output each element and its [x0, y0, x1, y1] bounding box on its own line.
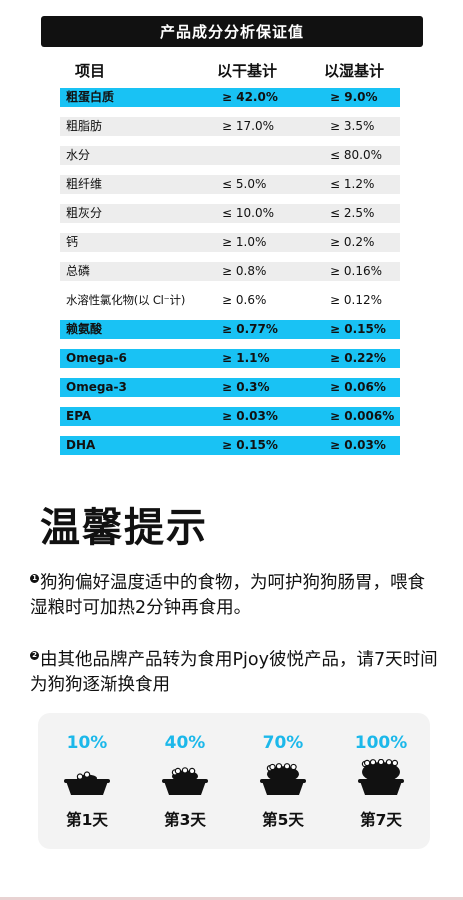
step-percent: 40% [164, 733, 206, 753]
row-dry-value: ≥ 42.0% [222, 90, 278, 104]
row-wet-value: ≥ 0.03% [330, 438, 386, 452]
row-dry-value: ≥ 0.15% [222, 438, 278, 452]
step-percent: 100% [354, 733, 408, 753]
column-header-item: 项目 [75, 62, 106, 80]
row-wet-value: ≥ 9.0% [330, 90, 378, 104]
step-day: 第5天 [262, 811, 304, 829]
table-row: 粗灰分 ≤ 10.0% ≤ 2.5% [60, 204, 400, 223]
row-item-name: 粗脂肪 [66, 119, 103, 133]
step-percent: 10% [66, 733, 108, 753]
row-wet-value: ≥ 3.5% [330, 119, 375, 133]
tip-number-badge: 1 [30, 574, 39, 583]
step-day: 第7天 [360, 811, 402, 829]
row-wet-value: ≥ 0.006% [330, 409, 395, 423]
row-item-name: 钙 [66, 235, 79, 249]
row-dry-value: ≥ 0.6% [222, 293, 267, 307]
tip-number-badge: 2 [30, 651, 39, 660]
row-wet-value: ≥ 0.16% [330, 264, 382, 278]
row-item-name: Omega-3 [66, 380, 127, 394]
row-dry-value: ≥ 1.1% [222, 351, 270, 365]
dog-bowl-icon [358, 759, 404, 795]
row-item-name: 粗蛋白质 [66, 90, 115, 104]
row-dry-value: ≤ 10.0% [222, 206, 274, 220]
table-row: 赖氨酸 ≥ 0.77% ≥ 0.15% [60, 320, 400, 339]
transition-step: 10% 第1天 [38, 713, 136, 849]
row-wet-value: ≥ 0.12% [330, 293, 382, 307]
table-row: 水分 ≤ 80.0% [60, 146, 400, 165]
section-header: 产品成分分析保证值 [41, 16, 423, 47]
row-wet-value: ≥ 0.2% [330, 235, 375, 249]
transition-step: 70% 第5天 [234, 713, 332, 849]
tip-text: 狗狗偏好温度适中的食物，为呵护狗狗肠胃，喂食湿粮时可加热2分钟再食用。 [30, 573, 425, 618]
transition-step: 100% 第7天 [332, 713, 430, 849]
table-row: 粗脂肪 ≥ 17.0% ≥ 3.5% [60, 117, 400, 136]
row-dry-value: ≥ 0.3% [222, 380, 270, 394]
dog-bowl-icon [162, 767, 208, 795]
table-row: Omega-3 ≥ 0.3% ≥ 0.06% [60, 378, 400, 397]
row-item-name: EPA [66, 409, 92, 423]
column-header-dry: 以干基计 [217, 62, 278, 80]
row-item-name: Omega-6 [66, 351, 127, 365]
tips-title: 温馨提示 [40, 505, 208, 551]
row-dry-value: ≤ 5.0% [222, 177, 267, 191]
row-item-name: 粗纤维 [66, 177, 103, 191]
row-item-name: DHA [66, 438, 96, 452]
row-dry-value: ≥ 0.8% [222, 264, 267, 278]
row-item-name: 水溶性氯化物(以 Cl⁻计) [66, 293, 186, 307]
row-wet-value: ≥ 0.15% [330, 322, 386, 336]
row-dry-value: ≥ 1.0% [222, 235, 267, 249]
row-wet-value: ≤ 80.0% [330, 148, 382, 162]
table-row: Omega-6 ≥ 1.1% ≥ 0.22% [60, 349, 400, 368]
row-wet-value: ≥ 0.22% [330, 351, 386, 365]
column-header-wet: 以湿基计 [324, 62, 385, 80]
analysis-table: 粗蛋白质 ≥ 42.0% ≥ 9.0% 粗脂肪 ≥ 17.0% ≥ 3.5% 水… [60, 88, 400, 465]
tip-text: 由其他品牌产品转为食用Pjoy彼悦产品，请7天时间为狗狗逐渐换食用 [30, 650, 438, 695]
step-day: 第3天 [164, 811, 206, 829]
table-row: 钙 ≥ 1.0% ≥ 0.2% [60, 233, 400, 252]
table-row: EPA ≥ 0.03% ≥ 0.006% [60, 407, 400, 426]
section-title: 产品成分分析保证值 [159, 23, 304, 41]
tip-item: 1 狗狗偏好温度适中的食物，为呵护狗狗肠胃，喂食湿粮时可加热2分钟再食用。 [30, 571, 440, 621]
food-transition-panel: 10% 第1天 40% 第3天 70% 第5天 100% 第 [38, 713, 430, 849]
table-row: 水溶性氯化物(以 Cl⁻计) ≥ 0.6% ≥ 0.12% [60, 291, 400, 310]
dog-bowl-icon [64, 771, 110, 795]
dog-bowl-icon [260, 763, 306, 795]
step-day: 第1天 [66, 811, 108, 829]
row-wet-value: ≤ 1.2% [330, 177, 375, 191]
row-item-name: 粗灰分 [66, 206, 103, 220]
row-wet-value: ≥ 0.06% [330, 380, 386, 394]
step-percent: 70% [262, 733, 304, 753]
row-item-name: 水分 [66, 148, 91, 162]
table-row: 总磷 ≥ 0.8% ≥ 0.16% [60, 262, 400, 281]
food-pile [266, 763, 299, 782]
transition-step: 40% 第3天 [136, 713, 234, 849]
table-row: 粗蛋白质 ≥ 42.0% ≥ 9.0% [60, 88, 400, 107]
table-row: DHA ≥ 0.15% ≥ 0.03% [60, 436, 400, 455]
row-wet-value: ≤ 2.5% [330, 206, 375, 220]
row-item-name: 总磷 [66, 264, 91, 278]
tip-item: 2 由其他品牌产品转为食用Pjoy彼悦产品，请7天时间为狗狗逐渐换食用 [30, 648, 440, 698]
row-dry-value: ≥ 0.77% [222, 322, 278, 336]
table-row: 粗纤维 ≤ 5.0% ≤ 1.2% [60, 175, 400, 194]
row-item-name: 赖氨酸 [66, 322, 103, 336]
row-dry-value: ≥ 0.03% [222, 409, 278, 423]
row-dry-value: ≥ 17.0% [222, 119, 274, 133]
food-pile [361, 759, 400, 782]
bottom-divider [0, 897, 463, 900]
